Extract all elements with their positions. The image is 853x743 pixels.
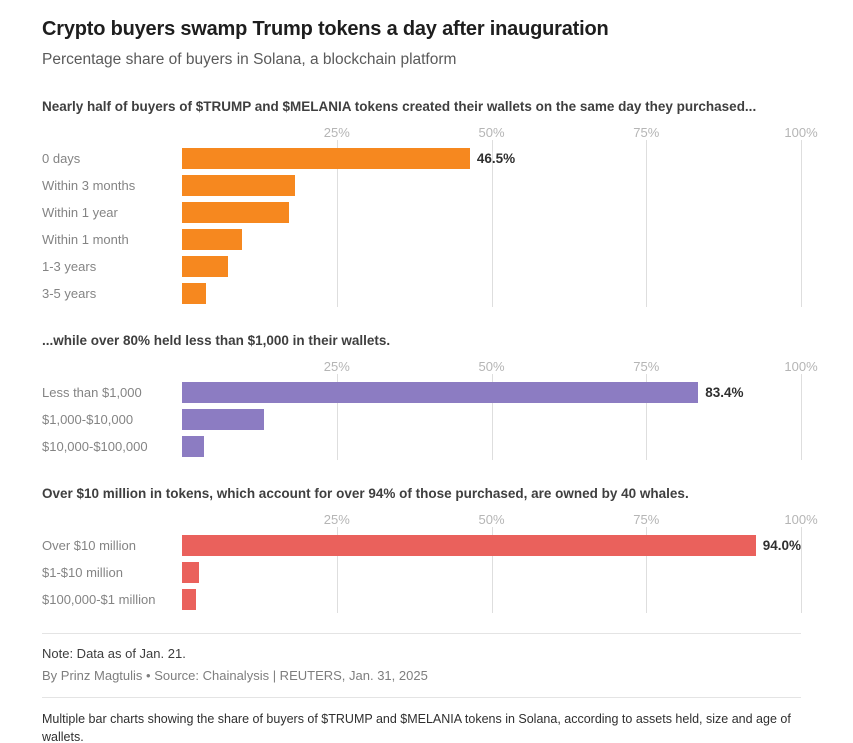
- footer-divider: [42, 632, 801, 634]
- gridline: [801, 139, 802, 307]
- category-label: $1,000-$10,000: [42, 411, 134, 427]
- axis-ticks-row: 25% 50% 75% 100%: [42, 511, 818, 532]
- page-title: Crypto buyers swamp Trump tokens a day a…: [42, 18, 609, 40]
- chart-body: 25% 50% 75% 100% Less than $1,000 $1,000-$10,…: [42, 358, 818, 460]
- axis-tick-label: 75%: [633, 511, 660, 527]
- category-label: Less than $1,000: [42, 384, 142, 400]
- axis-tick-label: 25%: [323, 124, 350, 140]
- gridline: [646, 373, 648, 460]
- plot-area: 46.5%: [182, 139, 802, 307]
- axis-tick-area: 25% 50% 75% 100%: [182, 358, 818, 379]
- chart-title: Over $10 million in tokens, which accoun…: [42, 485, 689, 501]
- page-subtitle: Percentage share of buyers in Solana, a …: [42, 51, 457, 68]
- alt-text-divider: [42, 696, 801, 698]
- chart-title: ...while over 80% held less than $1,000 …: [42, 332, 391, 348]
- plot-area: 83.4%: [182, 373, 802, 460]
- bar: [182, 408, 264, 430]
- value-label: 83.4%: [705, 384, 744, 400]
- category-label: $1-$10 million: [42, 564, 123, 580]
- plot-area: 94.0%: [182, 526, 802, 613]
- axis-tick-label: 100%: [784, 358, 818, 374]
- category-label: Over $10 million: [42, 537, 136, 553]
- gridline: [801, 526, 802, 613]
- byline-source: By Prinz Magtulis • Source: Chainalysis …: [42, 667, 428, 683]
- chart-wallet-holdings: ...while over 80% held less than $1,000 …: [42, 332, 818, 460]
- chart-rows: 0 days Within 3 months Within 1 year Within…: [42, 139, 802, 307]
- axis-tick-label: 50%: [478, 511, 505, 527]
- category-label: 0 days: [42, 150, 81, 166]
- axis-tick-label: 100%: [784, 124, 818, 140]
- bar: [182, 147, 470, 169]
- axis-tick-label: 50%: [478, 124, 505, 140]
- bar: [182, 174, 295, 196]
- gridline: [336, 526, 338, 613]
- category-label: Within 1 month: [42, 231, 129, 247]
- bar-row: [182, 199, 801, 226]
- chart-wallet-age: Nearly half of buyers of $TRUMP and $MEL…: [42, 99, 818, 307]
- axis-spacer: [42, 359, 182, 379]
- chart-body: 25% 50% 75% 100% 0 days Within 3 months Within…: [42, 124, 818, 307]
- axis-ticks-row: 25% 50% 75% 100%: [42, 358, 818, 379]
- axis-tick-label: 25%: [323, 511, 350, 527]
- gridline: [491, 139, 493, 307]
- gridline: [801, 373, 802, 460]
- bar: [182, 228, 243, 250]
- bar-row: 83.4%: [182, 379, 801, 406]
- category-labels: Over $10 million $1-$10 million $100,000-$…: [42, 532, 182, 613]
- bar: [182, 201, 290, 223]
- category-label: Within 1 year: [42, 204, 118, 220]
- gridline: [646, 139, 648, 307]
- value-label: 46.5%: [476, 150, 516, 166]
- alt-text-caption: Multiple bar charts showing the share of…: [42, 711, 791, 743]
- bar: [182, 588, 196, 610]
- bar-row: [182, 226, 801, 253]
- axis-spacer: [42, 512, 182, 532]
- axis-tick-label: 75%: [633, 124, 660, 140]
- axis-tick-label: 75%: [633, 358, 660, 374]
- bar: [182, 255, 229, 277]
- chart-purchase-size: Over $10 million in tokens, which accoun…: [42, 485, 818, 613]
- chart-rows: Over $10 million $1-$10 million $100,000-$…: [42, 526, 802, 613]
- axis-tick-label: 100%: [784, 511, 818, 527]
- chart-body: 25% 50% 75% 100% Over $10 million $1-$10 mill…: [42, 511, 818, 613]
- axis-spacer: [42, 125, 182, 145]
- bar-row: [182, 433, 801, 460]
- footnote: Note: Data as of Jan. 21.: [42, 645, 186, 661]
- bar: [182, 561, 199, 583]
- axis-tick-label: 50%: [478, 358, 505, 374]
- bar-row: [182, 280, 801, 307]
- bar: [182, 534, 756, 556]
- category-labels: 0 days Within 3 months Within 1 year Within…: [42, 145, 182, 307]
- axis-tick-area: 25% 50% 75% 100%: [182, 124, 818, 145]
- gridline: [336, 373, 338, 460]
- category-label: Within 3 months: [42, 177, 136, 193]
- gridline: [491, 373, 493, 460]
- bar: [182, 282, 206, 304]
- bar-row: 46.5%: [182, 145, 801, 172]
- bar-row: [182, 559, 801, 586]
- bar: [182, 435, 204, 457]
- gridline: [336, 139, 338, 307]
- category-labels: Less than $1,000 $1,000-$10,000 $10,000-$1…: [42, 379, 182, 460]
- category-label: $100,000-$1 million: [42, 591, 156, 607]
- bar-row: [182, 406, 801, 433]
- bar-row: [182, 253, 801, 280]
- gridline: [491, 526, 493, 613]
- chart-title: Nearly half of buyers of $TRUMP and $MEL…: [42, 99, 757, 114]
- gridline: [646, 526, 648, 613]
- category-label: $10,000-$100,000: [42, 438, 148, 454]
- category-label: 1-3 years: [42, 258, 97, 274]
- axis-tick-area: 25% 50% 75% 100%: [182, 511, 818, 532]
- axis-ticks-row: 25% 50% 75% 100%: [42, 124, 818, 145]
- category-label: 3-5 years: [42, 285, 97, 301]
- value-label: 94.0%: [762, 537, 801, 553]
- chart-rows: Less than $1,000 $1,000-$10,000 $10,000-$1…: [42, 373, 802, 460]
- axis-tick-label: 25%: [323, 358, 350, 374]
- bar-row: [182, 172, 801, 199]
- bar: [182, 381, 699, 403]
- bar-row: [182, 586, 801, 613]
- bar-row: 94.0%: [182, 532, 801, 559]
